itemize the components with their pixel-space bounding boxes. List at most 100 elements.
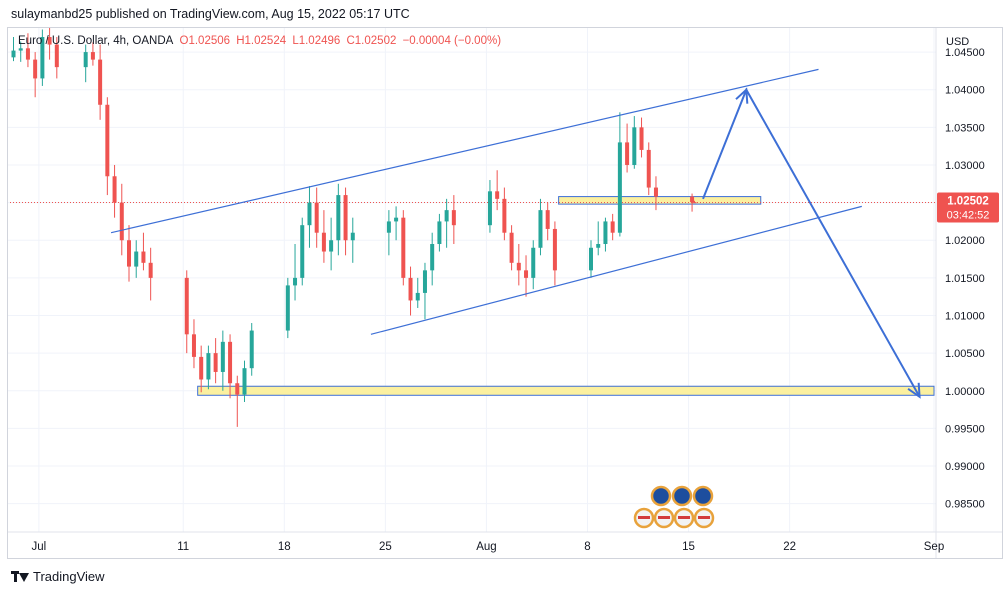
candle-body bbox=[692, 202, 697, 204]
time-tick-label: Jul bbox=[32, 541, 47, 553]
candle-body bbox=[105, 104, 110, 177]
price-tick-label: 1.02000 bbox=[945, 235, 985, 247]
time-axis[interactable]: Jul 11 18 25 Aug 8 15 22 Sep bbox=[32, 541, 945, 553]
price-tick-label: 1.04000 bbox=[945, 85, 985, 97]
legend-close: C1.02502 bbox=[346, 35, 397, 47]
price-tick-label: 0.98500 bbox=[945, 499, 985, 511]
candle-body bbox=[213, 353, 218, 372]
arrow-head bbox=[735, 87, 749, 104]
candle-body bbox=[653, 187, 658, 197]
candle-body bbox=[307, 202, 312, 226]
candle-body bbox=[639, 127, 644, 150]
candle-body bbox=[134, 251, 139, 267]
candle-body bbox=[141, 251, 146, 263]
candle-body bbox=[33, 59, 38, 79]
price-tick-label: 1.03500 bbox=[945, 122, 985, 134]
candle-body bbox=[54, 44, 59, 68]
candle-body bbox=[451, 210, 456, 226]
last-price-badge: 1.02502 03:42:52 bbox=[937, 192, 999, 223]
candle-body bbox=[321, 232, 326, 252]
legend-high: H1.02524 bbox=[236, 35, 287, 47]
candle-body bbox=[148, 262, 153, 278]
time-tick-label: 18 bbox=[278, 541, 291, 553]
candle-body bbox=[343, 195, 348, 241]
tradingview-logo-icon bbox=[11, 570, 29, 583]
event-us-flag-stripe bbox=[678, 516, 690, 519]
price-tick-label: 1.01000 bbox=[945, 311, 985, 323]
support-zone bbox=[558, 196, 762, 205]
price-axis[interactable]: 1.045001.040001.035001.030001.025001.020… bbox=[945, 47, 985, 511]
price-tick-label: 1.00500 bbox=[945, 348, 985, 360]
legend-low: L1.02496 bbox=[292, 35, 341, 47]
support-zone bbox=[197, 385, 935, 396]
candle-body bbox=[495, 191, 500, 199]
candle-body bbox=[18, 48, 23, 51]
brand-label: TradingView bbox=[33, 569, 105, 584]
candle-body bbox=[285, 285, 290, 331]
channel-lower-line bbox=[370, 205, 862, 335]
candle-body bbox=[394, 217, 399, 222]
symbol-legend: Euro / U.S. Dollar, 4h, OANDA O1.02506 H… bbox=[18, 35, 504, 47]
event-eu-flag-icon bbox=[650, 485, 672, 507]
candle-body bbox=[444, 210, 449, 222]
candle-body bbox=[112, 176, 117, 203]
candle-body bbox=[524, 270, 529, 278]
legend-change: −0.00004 (−0.00%) bbox=[402, 35, 502, 47]
channel-upper-line bbox=[110, 68, 819, 234]
time-tick-label: 15 bbox=[682, 541, 695, 553]
candle-body bbox=[516, 262, 521, 271]
drawings-lines bbox=[110, 68, 921, 399]
candle-body bbox=[119, 202, 124, 241]
price-tick-label: 1.04500 bbox=[945, 47, 985, 59]
candle-body bbox=[98, 59, 103, 105]
time-tick-label: 8 bbox=[584, 541, 590, 553]
event-eu-flag-icon bbox=[671, 485, 693, 507]
publisher-line: sulaymanbd25 published on TradingView.co… bbox=[11, 7, 410, 21]
candle-body bbox=[415, 292, 420, 301]
candle-body bbox=[603, 221, 608, 245]
candle-body bbox=[487, 191, 492, 226]
event-us-flag-stripe bbox=[698, 516, 710, 519]
price-tick-label: 0.99500 bbox=[945, 423, 985, 435]
price-axis-currency: USD bbox=[946, 36, 969, 48]
candle-body bbox=[11, 50, 16, 58]
candle-body bbox=[632, 127, 637, 165]
legend-symbol: Euro / U.S. Dollar, 4h, OANDA bbox=[18, 35, 174, 47]
candle-body bbox=[509, 232, 514, 263]
candle-body bbox=[617, 142, 622, 233]
candle-body bbox=[408, 277, 413, 301]
price-tick-label: 1.00000 bbox=[945, 386, 985, 398]
drawings-zones bbox=[197, 196, 935, 396]
candle-body bbox=[589, 247, 593, 271]
candle-body bbox=[502, 198, 507, 233]
price-tick-label: 1.03000 bbox=[945, 160, 985, 172]
candle-body bbox=[199, 356, 204, 380]
candle-body bbox=[235, 383, 240, 395]
candle-body bbox=[610, 221, 615, 233]
candle-body bbox=[25, 48, 30, 60]
candle-body bbox=[184, 277, 189, 335]
time-tick-label: Aug bbox=[476, 541, 496, 553]
candle-body bbox=[220, 341, 225, 372]
candle-body bbox=[386, 221, 391, 233]
candle-body bbox=[206, 353, 211, 380]
candle-body bbox=[249, 330, 254, 369]
candle-body bbox=[40, 37, 45, 79]
price-tick-label: 0.99000 bbox=[945, 461, 985, 473]
candles bbox=[11, 28, 697, 427]
event-us-flag-stripe bbox=[658, 516, 670, 519]
event-icons[interactable] bbox=[633, 485, 715, 529]
projection-arrow-path bbox=[702, 87, 921, 398]
candle-body bbox=[625, 142, 630, 165]
candle-body bbox=[329, 240, 334, 252]
candle-body bbox=[430, 244, 435, 271]
event-us-flag-stripe bbox=[638, 516, 650, 519]
candle-body bbox=[242, 368, 247, 395]
candle-body bbox=[646, 149, 651, 188]
time-tick-label: 11 bbox=[177, 541, 189, 553]
candle-body bbox=[228, 341, 233, 384]
candle-body bbox=[90, 52, 95, 60]
countdown-label: 03:42:52 bbox=[947, 209, 990, 221]
tradingview-brand[interactable]: TradingView bbox=[11, 569, 105, 584]
